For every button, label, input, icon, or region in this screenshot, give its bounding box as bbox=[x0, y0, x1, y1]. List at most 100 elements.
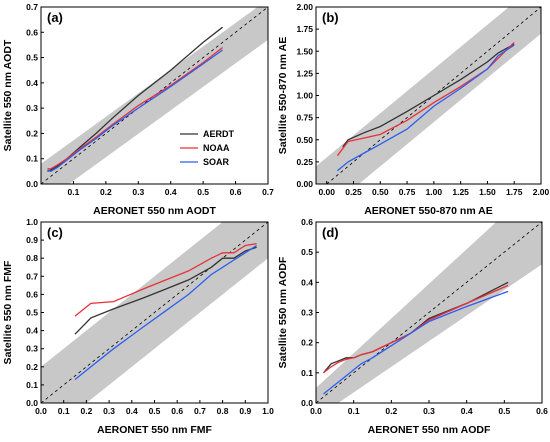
x-tick-label: 0.6 bbox=[536, 406, 548, 416]
legend-label-soar: SOAR bbox=[203, 157, 230, 167]
y-tick-label: 0.2 bbox=[301, 338, 313, 348]
y-tick-label: 1.50 bbox=[296, 46, 313, 56]
x-tick-label: 0.6 bbox=[230, 187, 242, 197]
y-tick-label: 0.0 bbox=[301, 398, 313, 408]
plot-area bbox=[316, 7, 541, 184]
x-tick-label: 0.00 bbox=[318, 187, 335, 197]
y-tick-label: 0.7 bbox=[26, 2, 38, 12]
x-tick-label: 0.2 bbox=[80, 406, 92, 416]
y-tick-label: 0.9 bbox=[26, 235, 38, 245]
y-tick-label: 0.0 bbox=[26, 398, 38, 408]
series-line-soar bbox=[336, 44, 515, 172]
y-tick-label: 0.0 bbox=[26, 179, 38, 189]
y-tick-label: 0.5 bbox=[26, 308, 38, 318]
y-tick-label: 0.4 bbox=[301, 277, 313, 287]
x-axis-title: AERONET 550-870 nm AE bbox=[364, 205, 493, 217]
x-tick-label: 1.75 bbox=[506, 187, 523, 197]
y-tick-label: 0.1 bbox=[301, 368, 313, 378]
x-tick-label: 0.9 bbox=[239, 406, 251, 416]
x-tick-label: 0.75 bbox=[399, 187, 416, 197]
x-tick-label: 0.2 bbox=[100, 187, 112, 197]
chart-panel-4: 0.0 0.1 0.2 0.3 0.4 0.5 0.6 0.0 0.1 0.2 0.3 0.4 0.5 0… bbox=[277, 217, 548, 436]
series-line-aerdt bbox=[47, 26, 223, 173]
x-tick-label: 1.0 bbox=[262, 406, 274, 416]
series-line-soar bbox=[47, 49, 223, 173]
y-tick-label: 0.75 bbox=[296, 113, 313, 123]
x-tick-label: 0.1 bbox=[68, 187, 80, 197]
x-tick-label: 0.7 bbox=[194, 406, 206, 416]
y-tick-label: 1.00 bbox=[296, 91, 313, 101]
x-tick-label: 0.3 bbox=[103, 406, 115, 416]
y-tick-label: 1.75 bbox=[296, 24, 313, 34]
y-tick-label: 0.5 bbox=[26, 53, 38, 63]
chart-panel-3: 0.0 0.1 0.2 0.3 0.4 0.5 0.6 0.7 0.8 0.9 1.0 0.0 0.1 0… bbox=[2, 217, 274, 436]
x-tick-label: 0.4 bbox=[165, 187, 177, 197]
x-tick-label: 0.50 bbox=[372, 187, 389, 197]
one-to-one-line bbox=[41, 222, 268, 403]
series-line-soar bbox=[74, 244, 257, 381]
x-axis-title: AERONET 550 nm AODT bbox=[93, 205, 216, 217]
chart-panel-1: 0.1 0.2 0.3 0.4 0.5 0.6 0.7 0.0 0.1 0.2 0.3 0.4 0.5 0… bbox=[2, 2, 274, 217]
x-tick-label: 0.3 bbox=[132, 187, 144, 197]
y-tick-label: 0.50 bbox=[296, 135, 313, 145]
series-line-soar bbox=[323, 290, 509, 395]
y-tick-label: 0.4 bbox=[26, 326, 38, 336]
y-axis-title: Satellite 550-870 nm AE bbox=[277, 37, 289, 155]
y-tick-label: 0.5 bbox=[301, 247, 313, 257]
plot-frame bbox=[40, 6, 269, 185]
one-to-one-line bbox=[316, 222, 542, 403]
y-tick-label: 0.1 bbox=[26, 380, 38, 390]
series-line-aerdt bbox=[342, 43, 515, 148]
y-tick-label: 0.6 bbox=[26, 289, 38, 299]
x-tick-label: 0.4 bbox=[461, 406, 473, 416]
x-tick-label: 0.1 bbox=[348, 406, 360, 416]
legend-label-aerdt: AERDT bbox=[203, 129, 235, 139]
panel-label: (a) bbox=[47, 10, 63, 25]
x-axis-title: AERONET 550 nm FMF bbox=[97, 424, 213, 436]
y-tick-label: 0.1 bbox=[26, 154, 38, 164]
x-tick-label: 0.5 bbox=[149, 406, 161, 416]
series-line-noaa bbox=[74, 243, 257, 317]
y-axis-title: Satellite 550 nm FMF bbox=[2, 260, 14, 364]
y-tick-label: 0.3 bbox=[26, 344, 38, 354]
x-tick-label: 2.00 bbox=[533, 187, 550, 197]
x-tick-label: 0.25 bbox=[345, 187, 362, 197]
y-tick-label: 0.7 bbox=[26, 271, 38, 281]
y-tick-label: 0.00 bbox=[296, 179, 313, 189]
y-tick-label: 2.00 bbox=[296, 2, 313, 12]
plot-area bbox=[41, 222, 268, 403]
x-tick-label: 0.0 bbox=[310, 406, 322, 416]
x-tick-label: 1.00 bbox=[426, 187, 443, 197]
x-tick-label: 0.5 bbox=[498, 406, 510, 416]
y-axis-title: Satellite 550 nm AODT bbox=[2, 39, 14, 151]
panel-label: (c) bbox=[47, 225, 63, 240]
y-tick-label: 0.2 bbox=[26, 362, 38, 372]
x-tick-label: 1.50 bbox=[479, 187, 496, 197]
x-tick-label: 0.1 bbox=[58, 406, 70, 416]
x-tick-label: 0.5 bbox=[197, 187, 209, 197]
y-tick-label: 0.6 bbox=[26, 27, 38, 37]
x-tick-label: 0.6 bbox=[171, 406, 183, 416]
plot-area bbox=[316, 222, 542, 403]
x-tick-label: 0.8 bbox=[217, 406, 229, 416]
panel-label: (d) bbox=[322, 225, 339, 240]
expected-error-envelope bbox=[316, 7, 541, 184]
x-axis-title: AERONET 550 nm AODF bbox=[368, 424, 491, 436]
y-axis-title: Satellite 550 nm AODF bbox=[277, 256, 289, 368]
expected-error-envelope bbox=[41, 7, 268, 184]
chart-panel-2: 0.00 0.25 0.50 0.75 1.00 1.25 1.50 1.75 2.00 0.00… bbox=[277, 2, 550, 217]
y-tick-label: 1.0 bbox=[26, 217, 38, 227]
series-line-aerdt bbox=[74, 246, 257, 335]
series-line-noaa bbox=[336, 41, 515, 157]
x-tick-label: 0.2 bbox=[385, 406, 397, 416]
y-tick-label: 0.6 bbox=[301, 217, 313, 227]
x-tick-label: 0.7 bbox=[262, 187, 274, 197]
legend-label-noaa: NOAA bbox=[203, 143, 230, 153]
series-line-noaa bbox=[47, 46, 223, 170]
x-tick-label: 0.0 bbox=[35, 406, 47, 416]
legend: AERDT NOAA SOAR bbox=[180, 129, 235, 167]
x-tick-label: 1.25 bbox=[452, 187, 469, 197]
series-line-noaa bbox=[323, 284, 509, 374]
y-tick-label: 0.3 bbox=[301, 308, 313, 318]
